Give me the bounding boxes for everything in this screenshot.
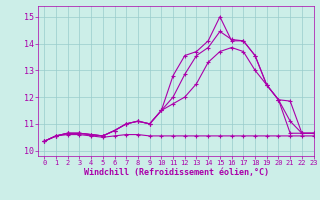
X-axis label: Windchill (Refroidissement éolien,°C): Windchill (Refroidissement éolien,°C): [84, 168, 268, 177]
